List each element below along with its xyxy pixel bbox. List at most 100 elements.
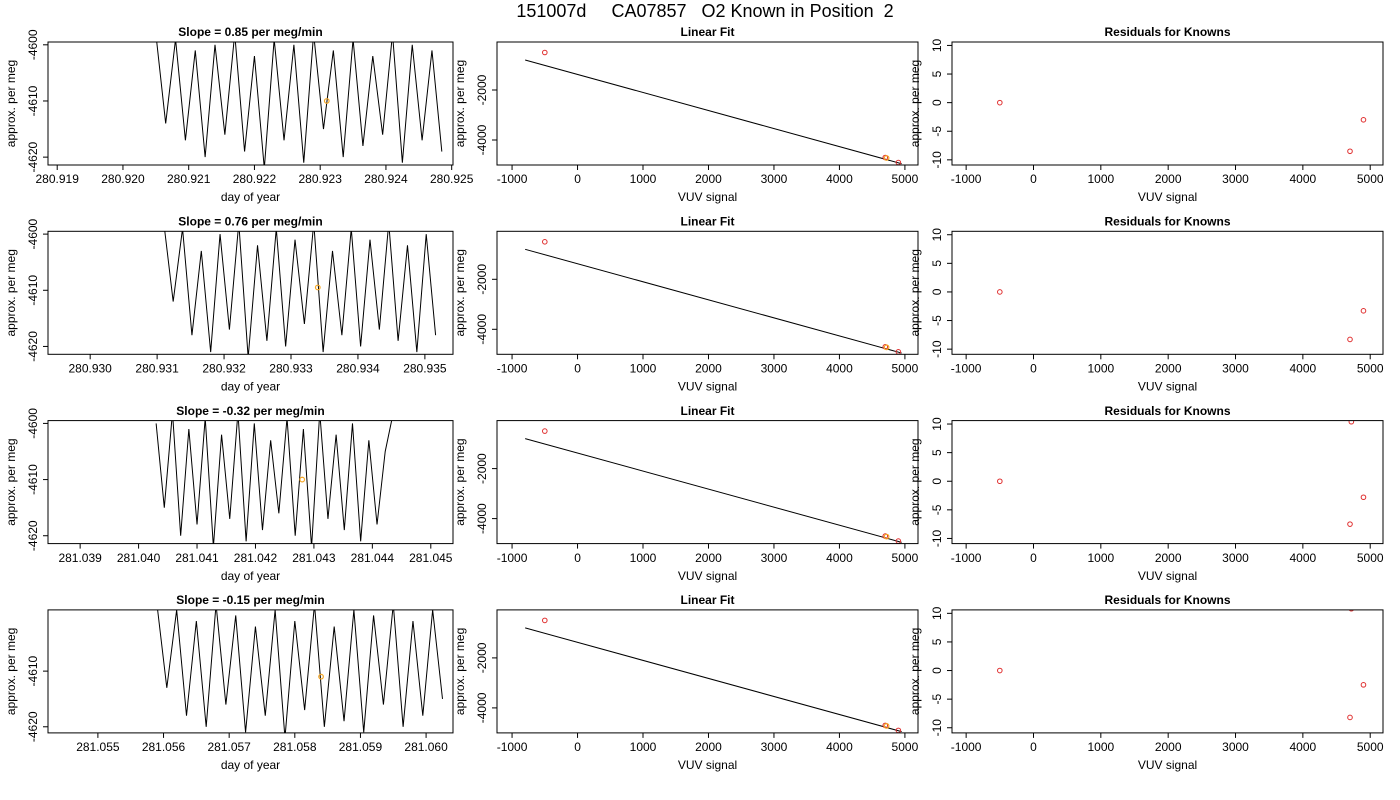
y-tick-label: 5 <box>930 70 944 77</box>
plot-frame <box>496 420 919 545</box>
x-tick-label: 4000 <box>1290 172 1317 186</box>
plot-frame <box>496 230 919 355</box>
x-tick-label: 4000 <box>826 361 853 375</box>
y-tick-label: -2000 <box>475 264 489 295</box>
panel-title: Slope = -0.15 per meg/min <box>176 593 324 607</box>
plot-area <box>156 42 443 165</box>
x-tick-label: 281.055 <box>76 740 120 754</box>
plot-area <box>525 239 902 355</box>
y-tick-label: -4610 <box>26 464 40 495</box>
y-tick-label: -4000 <box>475 503 489 534</box>
x-tick-label: -1000 <box>497 551 528 565</box>
panel: Residuals for Knowns VUV signal approx. pe… <box>908 593 1384 772</box>
x-tick-label: 5000 <box>1357 551 1384 565</box>
data-point <box>541 49 548 56</box>
x-tick-label: 2000 <box>695 740 722 754</box>
y-axis-label: approx. per meg <box>4 249 18 336</box>
highlight-point <box>883 155 890 161</box>
panel: Slope = 0.76 per meg/min day of year appro… <box>4 214 454 393</box>
x-tick-label: 0 <box>1030 361 1037 375</box>
y-tick-label: -4620 <box>26 141 40 172</box>
x-tick-label: 281.058 <box>273 740 317 754</box>
x-tick-label: 5000 <box>1357 361 1384 375</box>
y-tick-label: 0 <box>930 667 944 674</box>
x-axis-label: VUV signal <box>678 569 737 583</box>
y-tick-label: -5 <box>930 693 944 704</box>
plot-frame <box>951 609 1384 734</box>
data-line <box>155 420 393 544</box>
x-axis-label: day of year <box>221 569 280 583</box>
y-tick-label: -4000 <box>475 692 489 723</box>
x-tick-label: 0 <box>1030 551 1037 565</box>
data-point <box>1360 117 1367 123</box>
y-tick-label: -4600 <box>26 29 40 60</box>
fit-line <box>525 59 902 165</box>
y-tick-label: -4600 <box>26 218 40 249</box>
y-tick-label: -4000 <box>475 124 489 155</box>
plot-frame <box>951 41 1384 166</box>
panel: Linear Fit VUV signal approx. per meg -1000… <box>453 214 918 393</box>
x-tick-label: 5000 <box>892 172 919 186</box>
data-point <box>541 617 548 624</box>
y-tick-label: -5 <box>930 504 944 515</box>
x-tick-label: 3000 <box>1222 361 1249 375</box>
x-tick-label: 281.039 <box>58 551 102 565</box>
x-tick-label: 280.930 <box>68 361 112 375</box>
x-tick-label: 280.925 <box>430 172 474 186</box>
x-tick-label: 280.923 <box>298 172 342 186</box>
plot-frame <box>496 41 919 166</box>
plot-area <box>997 609 1367 721</box>
data-point <box>541 428 548 434</box>
fit-line <box>525 627 902 733</box>
panel: Linear Fit VUV signal approx. per meg -1000… <box>453 404 918 583</box>
plot-frame <box>47 41 454 166</box>
data-point <box>1360 494 1367 501</box>
panel-title: Residuals for Knowns <box>1104 593 1230 607</box>
panel-title: Linear Fit <box>680 214 734 228</box>
y-tick-label: -2000 <box>475 74 489 105</box>
x-tick-label: 4000 <box>1290 551 1317 565</box>
plot-area <box>525 49 902 165</box>
x-tick-label: 2000 <box>1155 551 1182 565</box>
y-tick-label: -4610 <box>26 85 40 116</box>
x-tick-label: 3000 <box>761 551 788 565</box>
plot-area <box>525 617 902 733</box>
x-tick-label: 1000 <box>1087 740 1114 754</box>
x-tick-label: 281.040 <box>117 551 161 565</box>
panel-title: Linear Fit <box>680 404 734 418</box>
x-tick-label: -1000 <box>497 361 528 375</box>
x-tick-label: 281.057 <box>207 740 251 754</box>
plot-area <box>525 428 902 544</box>
plot-area <box>155 420 393 544</box>
data-point <box>997 99 1003 106</box>
data-point <box>1347 714 1353 721</box>
panel: Residuals for Knowns VUV signal approx. pe… <box>908 25 1384 204</box>
x-tick-label: 2000 <box>695 361 722 375</box>
x-tick-label: 1000 <box>630 361 657 375</box>
y-tick-label: -5 <box>930 315 944 326</box>
y-tick-label: 10 <box>930 38 944 52</box>
y-tick-label: -4610 <box>26 275 40 306</box>
data-line <box>156 42 443 165</box>
y-axis-label: approx. per meg <box>908 249 922 336</box>
x-tick-label: 281.043 <box>292 551 336 565</box>
figure-title: 151007d CA07857 O2 Known in Position 2 <box>516 1 893 21</box>
x-tick-label: 3000 <box>1222 740 1249 754</box>
x-tick-label: 280.921 <box>167 172 211 186</box>
x-axis-label: day of year <box>221 190 280 204</box>
data-point <box>1348 609 1354 612</box>
x-tick-label: 1000 <box>1087 361 1114 375</box>
x-tick-label: 280.935 <box>403 361 447 375</box>
panel-title: Slope = 0.85 per meg/min <box>178 25 322 39</box>
x-tick-label: 4000 <box>826 740 853 754</box>
y-tick-label: 0 <box>930 478 944 485</box>
x-tick-label: 3000 <box>1222 551 1249 565</box>
x-axis-label: VUV signal <box>1138 190 1197 204</box>
data-point <box>1348 420 1355 425</box>
x-tick-label: 3000 <box>761 361 788 375</box>
y-tick-label: -4600 <box>26 408 40 439</box>
data-point <box>1360 308 1367 314</box>
panel-title: Linear Fit <box>680 25 734 39</box>
x-axis-label: day of year <box>221 379 280 393</box>
